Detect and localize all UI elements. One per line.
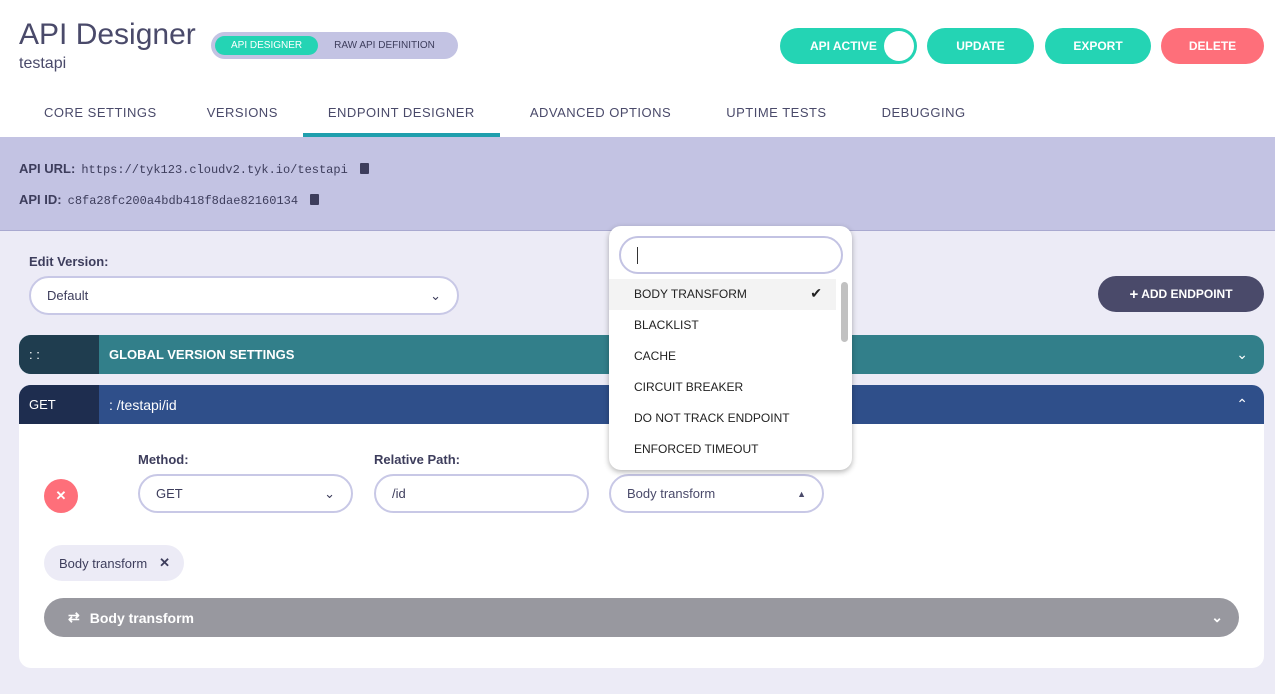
plugin-search-input[interactable] bbox=[619, 236, 843, 274]
global-title: GLOBAL VERSION SETTINGS bbox=[109, 347, 295, 362]
header: API Designer testapi API DESIGNER RAW AP… bbox=[0, 0, 1275, 137]
mode-raw-definition[interactable]: RAW API DEFINITION bbox=[334, 40, 435, 51]
scrollbar[interactable] bbox=[841, 282, 848, 342]
transfer-icon: ⇄ bbox=[68, 609, 80, 625]
delete-button[interactable]: DELETE bbox=[1161, 28, 1264, 64]
method-select[interactable]: GET ⌄ bbox=[138, 474, 353, 513]
chevron-down-icon: ⌄ bbox=[1211, 609, 1223, 625]
api-url-label: API URL: bbox=[19, 161, 76, 176]
check-icon: ✔ bbox=[810, 285, 822, 301]
option-blacklist[interactable]: BLACKLIST bbox=[634, 318, 699, 332]
edit-version-value: Default bbox=[47, 288, 89, 303]
mode-switch: API DESIGNER RAW API DEFINITION bbox=[211, 32, 458, 59]
relative-path-label: Relative Path: bbox=[374, 452, 460, 467]
option-circuit-breaker[interactable]: CIRCUIT BREAKER bbox=[634, 380, 744, 394]
api-id-row: API ID: c8fa28fc200a4bdb418f8dae82160134 bbox=[19, 192, 320, 208]
plugin-chip: Body transform ✕ bbox=[44, 545, 185, 581]
plugin-select[interactable]: Body transform ▲ bbox=[609, 474, 824, 513]
remove-endpoint-button[interactable]: ✕ bbox=[44, 479, 78, 513]
chevron-down-icon: ⌄ bbox=[324, 485, 335, 501]
option-enforced-timeout[interactable]: ENFORCED TIMEOUT bbox=[634, 442, 759, 456]
chevron-down-icon: ⌄ bbox=[1236, 346, 1248, 362]
text-cursor bbox=[637, 247, 638, 264]
method-value: GET bbox=[156, 486, 183, 501]
endpoint-method-key: GET bbox=[19, 385, 99, 424]
update-button[interactable]: UPDATE bbox=[927, 28, 1034, 64]
mode-api-designer[interactable]: API DESIGNER bbox=[215, 36, 319, 55]
chevron-down-icon: ⌄ bbox=[430, 287, 441, 303]
body-transform-section[interactable]: ⇄ Body transform ⌄ bbox=[44, 598, 1239, 637]
plugin-options: BODY TRANSFORM ✔ BLACKLIST CACHE CIRCUIT … bbox=[609, 279, 836, 465]
option-cache[interactable]: CACHE bbox=[634, 349, 677, 363]
endpoint-path-title: : /testapi/id bbox=[109, 396, 177, 413]
toggle-knob bbox=[884, 31, 914, 61]
caret-up-icon: ▲ bbox=[797, 488, 806, 499]
api-id: c8fa28fc200a4bdb418f8dae82160134 bbox=[67, 194, 299, 208]
global-key: : : bbox=[19, 335, 99, 374]
api-active-toggle[interactable]: API ACTIVE bbox=[780, 28, 917, 64]
plugin-dropdown: BODY TRANSFORM ✔ BLACKLIST CACHE CIRCUIT … bbox=[609, 226, 852, 470]
close-icon[interactable]: ✕ bbox=[159, 555, 171, 570]
endpoint-card: ✕ Method: GET ⌄ Relative Path: /id Body t… bbox=[19, 424, 1264, 668]
plugin-chip-label: Body transform bbox=[59, 555, 148, 571]
relative-path-input[interactable]: /id bbox=[374, 474, 589, 513]
tab-advanced-options[interactable]: ADVANCED OPTIONS bbox=[529, 105, 672, 120]
plus-icon: + bbox=[1129, 285, 1139, 303]
page-title: API Designer bbox=[19, 18, 196, 51]
option-body-transform[interactable]: BODY TRANSFORM ✔ bbox=[609, 279, 836, 310]
tab-versions[interactable]: VERSIONS bbox=[206, 105, 278, 120]
toggle-label: API ACTIVE bbox=[810, 39, 877, 53]
add-endpoint-label: ADD ENDPOINT bbox=[1141, 287, 1233, 301]
relative-path-value: /id bbox=[392, 486, 406, 501]
export-button[interactable]: EXPORT bbox=[1045, 28, 1151, 64]
edit-version-label: Edit Version: bbox=[29, 254, 109, 269]
plugin-select-value: Body transform bbox=[627, 486, 716, 501]
api-info: API URL: https://tyk123.cloudv2.tyk.io/te… bbox=[0, 137, 1275, 231]
tab-debugging[interactable]: DEBUGGING bbox=[881, 105, 966, 120]
api-url-row: API URL: https://tyk123.cloudv2.tyk.io/te… bbox=[19, 161, 369, 177]
tab-core-settings[interactable]: CORE SETTINGS bbox=[44, 105, 157, 120]
tab-uptime-tests[interactable]: UPTIME TESTS bbox=[726, 105, 827, 120]
copy-icon[interactable] bbox=[359, 163, 369, 174]
edit-version-select[interactable]: Default ⌄ bbox=[29, 276, 459, 315]
option-label: BODY TRANSFORM bbox=[634, 287, 747, 301]
copy-icon[interactable] bbox=[310, 194, 320, 205]
api-url: https://tyk123.cloudv2.tyk.io/testapi bbox=[81, 163, 348, 177]
option-do-not-track[interactable]: DO NOT TRACK ENDPOINT bbox=[634, 411, 790, 425]
add-endpoint-button[interactable]: + ADD ENDPOINT bbox=[1098, 276, 1264, 312]
method-label: Method: bbox=[138, 452, 189, 467]
api-id-label: API ID: bbox=[19, 192, 62, 207]
api-name: testapi bbox=[19, 55, 67, 72]
main-tabs: CORE SETTINGS VERSIONS ENDPOINT DESIGNER… bbox=[0, 96, 991, 137]
chevron-up-icon: ⌃ bbox=[1236, 396, 1248, 412]
section-title: Body transform bbox=[89, 609, 194, 626]
tab-endpoint-designer[interactable]: ENDPOINT DESIGNER bbox=[302, 96, 500, 137]
